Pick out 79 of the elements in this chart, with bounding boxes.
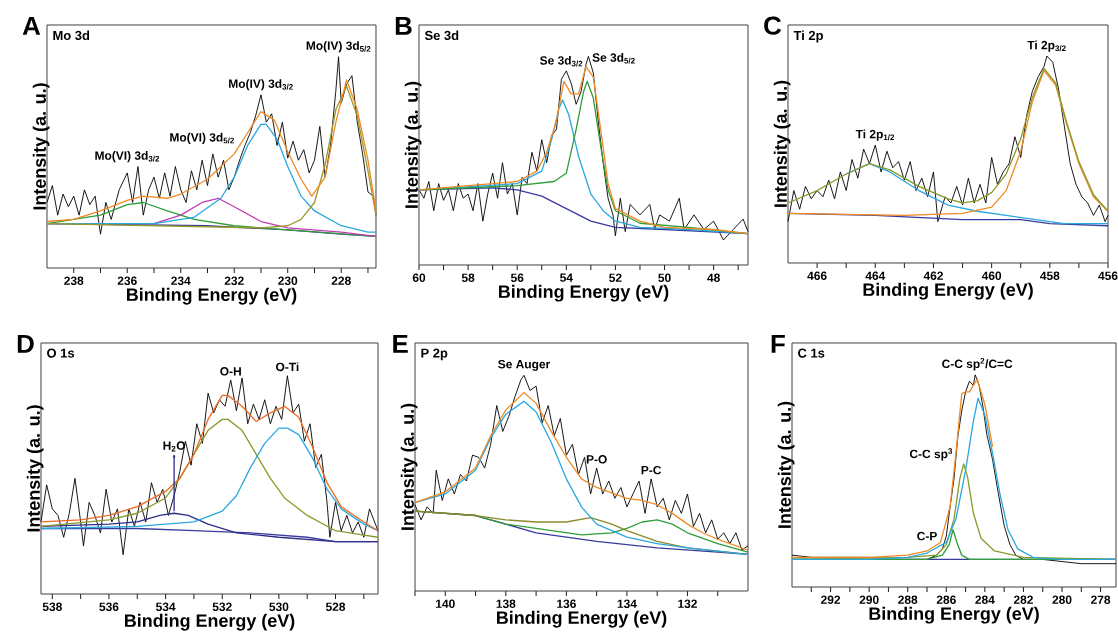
chart-subtitle: C 1s [798,348,825,358]
x-tick-label: 58 [461,273,475,282]
annotation: P-O [586,455,607,464]
x-tick-label: 538 [42,602,62,612]
x-tick-label: 56 [510,273,524,282]
x-tick-label: 284 [975,595,995,604]
annotation: C-C sp$^{2}$/C=C [942,358,1013,371]
annotation: O-H [220,367,241,376]
annotation: O-Ti [276,362,299,372]
x-axis-title: Binding Energy (eV) [497,610,667,628]
x-axis-title: Binding Energy (eV) [127,287,297,305]
chart-title: E [393,334,408,353]
x-tick-label: 536 [99,602,119,612]
x-tick-label: 50 [658,273,671,282]
y-axis-title: Intensity (a. u.) [404,81,422,208]
chart-subtitle: Ti 2p [793,30,823,43]
annotation: Se 3d$_{3/2}$ [540,55,583,67]
annotation: Mo(VI) 3d$_{5/2}$ [170,132,234,144]
x-tick-label: 278 [1091,595,1111,604]
annotation: Ti 2p$_{3/2}$ [1027,40,1066,52]
x-axis-title: Binding Energy (eV) [125,613,295,631]
x-tick-label: 288 [898,595,918,604]
x-tick-label: 234 [171,276,191,285]
chart-title: F [771,334,785,353]
chart-title: C [764,16,782,35]
x-tick-label: 458 [1040,271,1060,280]
annotation: Ti 2p$_{1/2}$ [855,129,895,141]
annotation: Mo(IV) 3d$_{3/2}$ [229,79,293,91]
x-tick-label: 460 [981,271,1002,280]
x-tick-label: 464 [865,271,886,280]
x-tick-label: 54 [560,273,573,282]
x-axis-title: Binding Energy (eV) [499,284,669,302]
chart-subtitle: Mo 3d [53,30,90,41]
y-axis-title: Intensity (a. u.) [32,83,50,210]
x-tick-label: 530 [269,602,289,612]
annotation: Se Auger [498,359,551,371]
chart-subtitle: O 1s [47,348,75,358]
x-tick-label: 138 [496,599,516,609]
x-tick-label: 60 [412,273,426,282]
x-tick-label: 456 [1098,271,1118,280]
x-tick-label: 282 [1013,595,1033,604]
x-tick-label: 534 [156,602,176,612]
x-tick-label: 140 [436,599,455,608]
y-axis-title: Intensity (a. u.) [26,405,44,532]
x-tick-label: 136 [557,599,576,609]
annotation: C-P [917,531,937,541]
x-tick-label: 230 [278,276,298,285]
x-tick-label: 462 [923,271,943,280]
y-axis-title: Intensity (a. u.) [777,401,795,528]
y-axis-title: Intensity (a. u.) [773,80,791,207]
x-tick-label: 292 [821,595,841,604]
x-tick-label: 228 [331,276,351,285]
x-tick-label: 232 [224,276,244,285]
x-tick-label: 236 [117,276,137,285]
annotation: C-C sp$^{3}$ [909,448,953,461]
annotation: H$_{2}$O [163,441,186,452]
x-axis-title: Binding Energy (eV) [869,606,1039,624]
x-tick-label: 134 [617,599,637,609]
annotation: Se 3d$_{5/2}$ [592,53,635,64]
x-tick-label: 132 [678,599,697,609]
x-axis-title: Binding Energy (eV) [863,282,1033,300]
x-tick-label: 532 [212,602,232,612]
x-tick-label: 238 [64,276,84,285]
x-tick-label: 52 [609,273,622,282]
x-tick-label: 48 [707,273,720,282]
y-axis-title: Intensity (a. u.) [400,403,418,530]
x-tick-label: 290 [859,595,879,604]
chart-subtitle: P 2p [421,348,448,361]
x-tick-label: 528 [325,602,346,611]
chart-subtitle: Se 3d [424,30,459,41]
chart-title: B [395,16,412,35]
x-tick-label: 466 [807,271,827,280]
annotation: Mo(IV) 3d$_{5/2}$ [306,41,371,53]
chart-title: D [17,334,34,353]
x-tick-label: 286 [936,595,956,604]
chart-title: A [22,16,41,35]
x-tick-label: 280 [1052,595,1072,604]
annotation: Mo(VI) 3d$_{3/2}$ [95,151,160,163]
annotation: P-C [641,465,662,475]
